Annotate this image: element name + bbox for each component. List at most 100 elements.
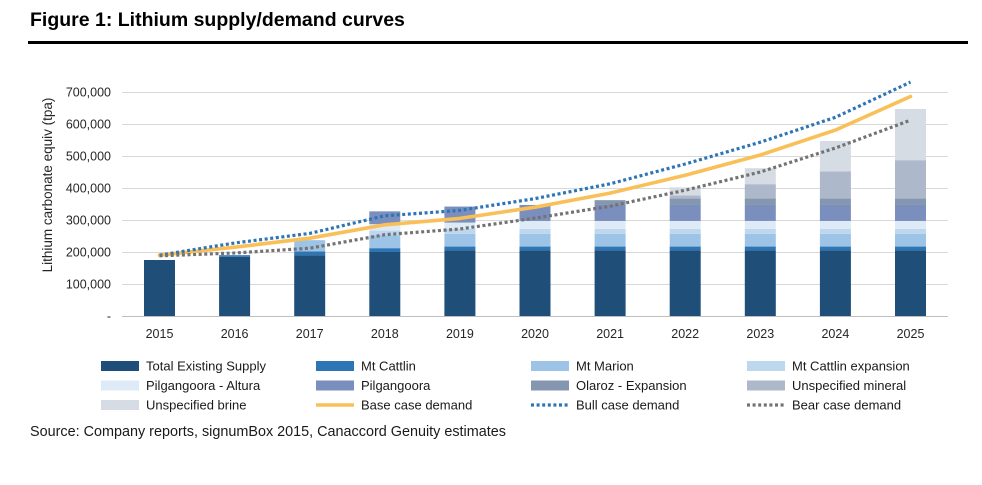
legend-label-bull-case-demand: Bull case demand [576,398,679,413]
bar-segment-mt-cattlin-2019 [444,246,476,251]
bar-segment-pilgangoora-altura-2024 [819,220,851,229]
x-tick-label: 2021 [596,327,624,341]
bar-segment-mt-cattlin-expansion-2024 [819,228,851,234]
x-tick-label: 2020 [521,327,549,341]
bar-stack-2015 [144,260,175,316]
bar-segment-unspecified-mineral-2022 [669,195,701,199]
x-tick-label: 2018 [371,327,399,341]
bar-segment-olaroz-expansion-2025 [895,198,926,205]
y-tick-label: 500,000 [66,150,111,164]
legend-label-pilgangoora: Pilgangoora [361,378,431,393]
legend-label-pilgangoora-altura: Pilgangoora - Altura [146,378,261,393]
bar-segment-unspecified-mineral-2024 [819,171,851,199]
legend-swatch-mt-marion [531,361,569,371]
bar-segment-unspecified-brine-2023 [744,168,776,185]
bar-segment-unspecified-mineral-2023 [744,184,776,199]
bar-segment-total-existing-supply-2016 [219,256,251,316]
demand-lines [157,80,913,258]
y-tick-label: - [107,310,111,324]
legend-item-mt-cattlin-expansion: Mt Cattlin expansion [747,359,910,374]
legend-item-mt-cattlin: Mt Cattlin [316,359,416,374]
legend-swatch-mt-cattlin-expansion [747,361,785,371]
bar-segment-mt-marion-2019 [444,233,476,247]
bar-segment-mt-cattlin-2021 [594,246,626,251]
bar-segment-mt-marion-2022 [669,233,701,247]
bar-segment-mt-cattlin-2018 [369,248,401,252]
bar-segment-unspecified-mineral-2025 [895,160,926,199]
bar-segment-pilgangoora-2024 [819,204,851,221]
bar-segment-mt-cattlin-expansion-2023 [744,228,776,234]
legend-item-olaroz-expansion: Olaroz - Expansion [531,378,687,393]
bar-stack-2017 [294,240,326,316]
bar-segment-mt-cattlin-expansion-2025 [895,228,926,234]
bar-stack-2016 [219,255,251,316]
bar-stack-2025 [895,108,926,316]
bar-segment-pilgangoora-altura-2019 [444,222,476,229]
bar-segment-pilgangoora-altura-2025 [895,220,926,229]
legend-item-pilgangoora-altura: Pilgangoora - Altura [101,378,261,393]
bar-segment-mt-cattlin-expansion-2022 [669,228,701,234]
bar-segment-total-existing-supply-2022 [669,250,701,316]
x-tick-label: 2023 [746,327,774,341]
legend-label-olaroz-expansion: Olaroz - Expansion [576,378,687,393]
bar-segment-pilgangoora-2021 [594,204,626,221]
legend-item-bear-case-demand: Bear case demand [747,398,901,413]
legend-label-unspecified-mineral: Unspecified mineral [792,378,906,393]
y-axis-label: Lithium carbonate equiv (tpa) [40,98,55,273]
bar-segment-pilgangoora-2022 [669,204,701,221]
bar-segment-total-existing-supply-2023 [744,250,776,316]
bar-segment-pilgangoora-altura-2023 [744,220,776,229]
bar-segment-mt-cattlin-2016 [219,255,251,257]
bar-segment-unspecified-brine-2024 [819,140,851,172]
bar-segment-mt-cattlin-expansion-2021 [594,228,626,234]
bar-segment-unspecified-brine-2022 [669,187,701,196]
bar-stack-2024 [819,140,851,316]
bar-segment-total-existing-supply-2020 [519,250,551,316]
line-bull-case-demand [159,80,912,257]
bar-stack-2022 [669,187,701,316]
bar-segment-pilgangoora-altura-2021 [594,220,626,229]
y-tick-label: 700,000 [66,86,111,100]
y-tick-label: 400,000 [66,182,111,196]
legend-swatch-olaroz-expansion [531,380,569,391]
bar-segment-total-existing-supply-2018 [369,252,401,316]
legend-item-bull-case-demand: Bull case demand [531,398,679,413]
line-bear-case-demand [159,118,912,258]
bar-segment-pilgangoora-2025 [895,204,926,221]
title-divider [28,41,968,44]
bar-segment-mt-marion-2018 [369,235,401,249]
legend-label-mt-cattlin: Mt Cattlin [361,359,416,374]
legend-swatch-pilgangoora-altura [101,380,139,391]
legend-swatch-unspecified-mineral [747,380,785,391]
bar-segment-total-existing-supply-2021 [594,250,626,316]
bar-stack-2021 [594,200,626,316]
y-tick-label: 200,000 [66,246,111,260]
source-note: Source: Company reports, signumBox 2015,… [30,424,506,440]
y-tick-label: 600,000 [66,118,111,132]
bar-segment-mt-cattlin-expansion-2019 [444,228,476,234]
bar-segment-olaroz-expansion-2023 [744,198,776,205]
bar-segment-pilgangoora-altura-2020 [519,220,551,229]
bar-segment-total-existing-supply-2024 [819,250,851,316]
bar-segment-olaroz-expansion-2024 [819,198,851,205]
bar-segment-pilgangoora-altura-2022 [669,220,701,229]
x-tick-label: 2016 [221,327,249,341]
bar-segment-mt-cattlin-2020 [519,246,551,251]
bar-segment-mt-cattlin-2022 [669,246,701,251]
bar-segment-total-existing-supply-2015 [144,260,175,316]
line-base-case-demand [157,94,913,257]
legend-item-base-case-demand: Base case demand [316,398,472,413]
x-tick-label: 2017 [296,327,324,341]
bar-segment-olaroz-expansion-2021 [594,200,626,205]
legend-swatch-mt-cattlin [316,361,354,371]
bar-stack-2020 [519,204,551,316]
bar-segment-unspecified-brine-2025 [895,108,926,161]
legend-label-unspecified-brine: Unspecified brine [146,398,246,413]
bar-segment-total-existing-supply-2017 [294,255,326,316]
bar-segment-mt-cattlin-expansion-2020 [519,228,551,234]
legend-swatch-total-existing-supply [101,361,139,371]
y-axis-tick-labels: - 100,000 200,000 300,000 400,000 500,000 600,… [66,86,111,324]
y-tick-label: 100,000 [66,278,111,292]
legend-label-base-case-demand: Base case demand [361,398,472,413]
